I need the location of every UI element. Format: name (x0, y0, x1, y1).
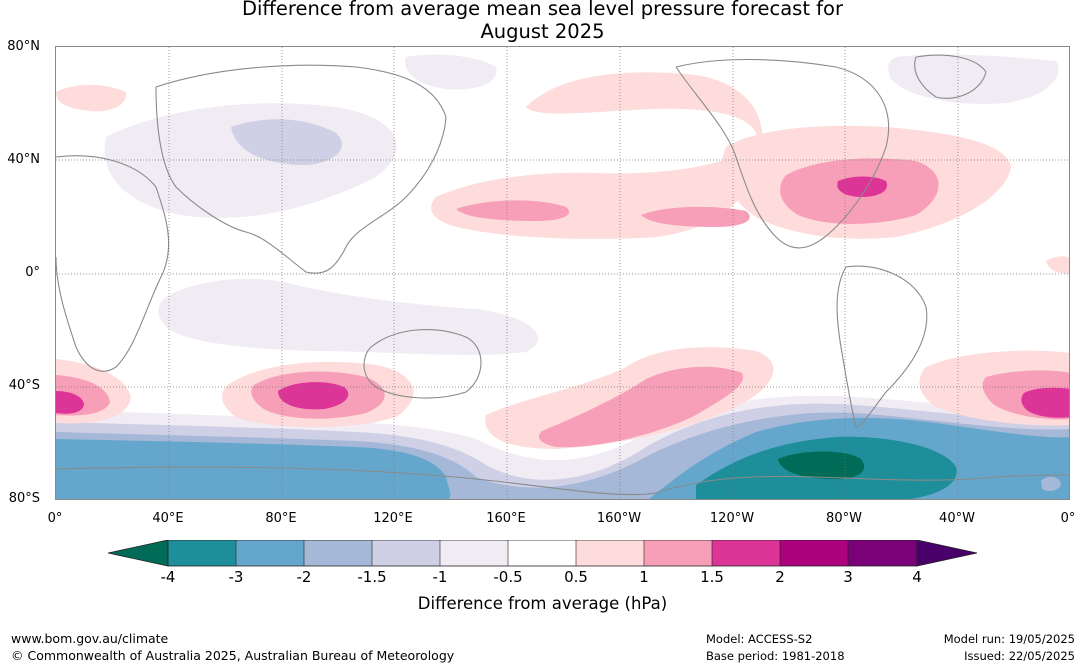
contour-plus-1.5-north-atlantic (837, 176, 887, 197)
colorbar-segment-minus1-minus0.5 (440, 540, 508, 566)
lon-label-40w: 40°W (939, 511, 975, 526)
colorbar-tick: -0.5 (493, 568, 523, 586)
colorbar-tick: 0.5 (564, 568, 588, 586)
colorbar-segment-1-1.5 (644, 540, 712, 566)
contour-plus-1-north-pacific-east (641, 206, 750, 227)
footer-base-period: Base period: 1981-2018 (706, 649, 845, 663)
colorbar-segment-minus1.5-minus1 (372, 540, 440, 566)
colorbar-segment-3-4 (848, 540, 917, 566)
north-america-coast (675, 58, 890, 249)
lon-label-80w: 80°W (826, 511, 862, 526)
coastlines (56, 54, 1069, 496)
contour-plus-0.5-europe (56, 84, 127, 112)
lon-label-160e: 160°E (486, 511, 526, 526)
contour-minus-0.5-tropics (158, 278, 538, 355)
contour-plus-0.5-equatorial-atlantic (1046, 256, 1069, 274)
colorbar-segment-1.5-2 (712, 540, 780, 566)
colorbar-label: Difference from average (hPa) (417, 594, 668, 613)
lon-label-120e: 120°E (373, 511, 413, 526)
colorbar-tick: 3 (843, 568, 853, 586)
lon-label-0-east-edge: 0° (1060, 511, 1076, 526)
contour-plus-1-north-pacific-west (456, 200, 570, 221)
colorbar-extend-low (108, 540, 169, 567)
lon-label-120w: 120°W (709, 511, 755, 526)
chart-title: Difference from average mean sea level p… (0, 0, 1085, 43)
australia-coast (363, 329, 482, 399)
contour-minus-0.5-north-pacific (405, 54, 497, 90)
colorbar-tick: 1 (639, 568, 649, 586)
footer-website: www.bom.gov.au/climate (11, 631, 169, 646)
lat-label-40n: 40°N (7, 152, 40, 167)
contour-plus-1.5-south-east (1021, 387, 1069, 418)
antarctica-coast (56, 466, 1069, 496)
eurasia-coast (155, 64, 447, 274)
lat-label-40s: 40°S (8, 378, 40, 393)
lon-label-40e: 40°E (152, 511, 184, 526)
colorbar-tick: -2 (296, 568, 312, 586)
weak-minus-patch (1041, 476, 1061, 491)
graticule (56, 47, 1069, 499)
colorbar-tick: 1.5 (700, 568, 724, 586)
colorbar-tick: -1.5 (357, 568, 387, 586)
colorbar (108, 540, 978, 567)
lat-label-80n: 80°N (7, 39, 40, 54)
colorbar-tick: -4 (160, 568, 176, 586)
contour-plus-1.5-indian (278, 382, 349, 410)
lon-label-80e: 80°E (265, 511, 297, 526)
contour-minus-0.5-asia (104, 103, 397, 218)
colorbar-segment-minus2-minus1.5 (304, 540, 372, 566)
title-line-2: August 2025 (480, 20, 605, 43)
africa-coast (56, 155, 170, 372)
colorbar-tick: -1 (432, 568, 448, 586)
lon-label-160w: 160°W (596, 511, 642, 526)
footer-copyright: © Commonwealth of Australia 2025, Austra… (11, 648, 455, 663)
lon-label-0-west-edge: 0° (47, 511, 63, 526)
contour-minus-4-south (778, 451, 865, 479)
south-america-coast (836, 265, 928, 428)
greenland-coast (914, 54, 987, 99)
title-line-1: Difference from average mean sea level p… (242, 0, 843, 20)
colorbar-segment-2-3 (780, 540, 848, 566)
colorbar-segment-0.5-1 (576, 540, 644, 566)
anomaly-map-graphics (56, 47, 1069, 499)
contour-plus-0.5-north-pacific (431, 72, 763, 239)
lat-label-0: 0° (25, 265, 40, 280)
footer-model: Model: ACCESS-S2 (706, 632, 813, 646)
contour-plus-1.5-south-west (56, 391, 84, 414)
contour-minus-0.5-arctic (888, 54, 1059, 104)
colorbar-segment-neutral (508, 540, 576, 566)
colorbar-tick: -3 (228, 568, 244, 586)
colorbar-segment-minus4-minus3 (168, 540, 236, 566)
lat-label-80s: 80°S (8, 491, 40, 506)
colorbar-extend-high (916, 540, 978, 567)
colorbar-segment-minus3-minus2 (236, 540, 304, 566)
footer-issued: Issued: 22/05/2025 (964, 649, 1075, 663)
contour-minus-1-asia (231, 119, 342, 165)
footer-model-run: Model run: 19/05/2025 (943, 632, 1075, 646)
colorbar-tick: 2 (775, 568, 785, 586)
colorbar-tick: 4 (912, 568, 922, 586)
anomaly-map (55, 46, 1070, 500)
contour-plus-1-pacific-south (538, 366, 743, 448)
